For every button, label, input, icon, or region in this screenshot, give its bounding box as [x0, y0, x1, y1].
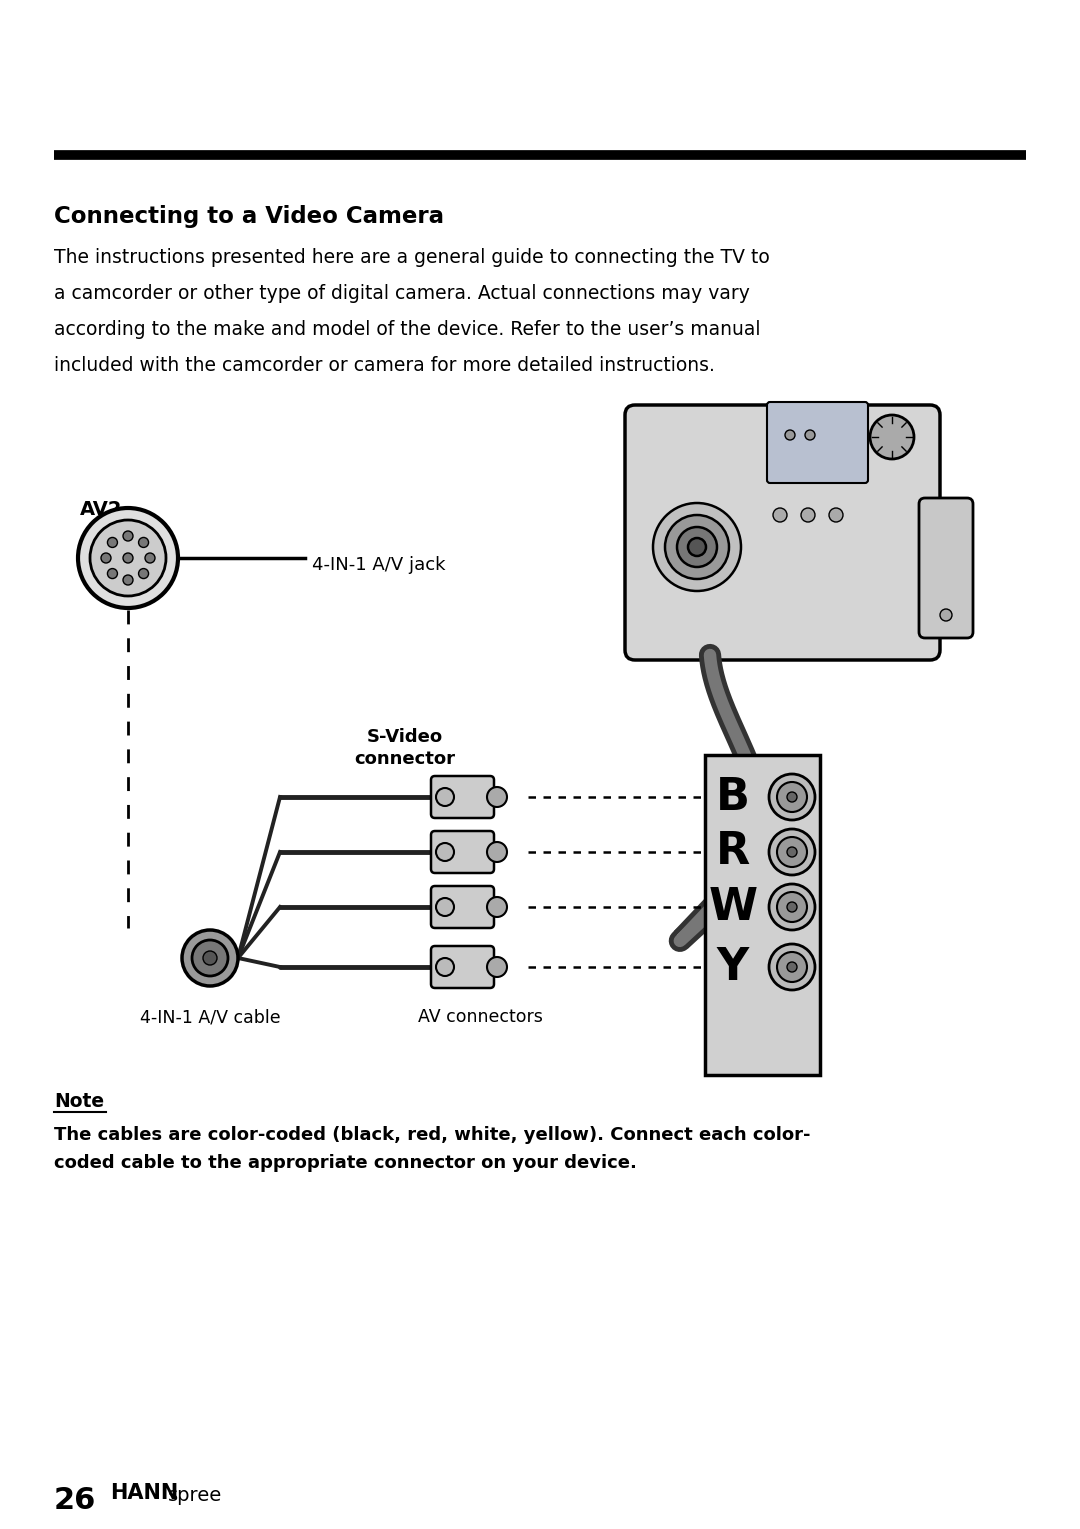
Text: AV2: AV2: [80, 500, 122, 518]
Text: Note: Note: [54, 1092, 104, 1112]
Text: S-Video: S-Video: [367, 728, 443, 746]
Circle shape: [688, 538, 706, 557]
Text: spree: spree: [168, 1486, 222, 1505]
Circle shape: [436, 959, 454, 976]
Circle shape: [145, 553, 156, 563]
Circle shape: [123, 553, 133, 563]
FancyBboxPatch shape: [919, 498, 973, 638]
Circle shape: [769, 774, 815, 820]
Circle shape: [785, 430, 795, 440]
Circle shape: [787, 847, 797, 856]
Text: Y: Y: [717, 945, 750, 989]
Circle shape: [769, 884, 815, 930]
Circle shape: [940, 609, 951, 621]
Text: R: R: [716, 830, 751, 873]
Circle shape: [487, 787, 507, 807]
FancyBboxPatch shape: [625, 405, 940, 661]
Circle shape: [777, 781, 807, 812]
Circle shape: [203, 951, 217, 965]
Circle shape: [138, 569, 149, 578]
Text: 4-IN-1 A/V cable: 4-IN-1 A/V cable: [139, 1008, 281, 1026]
FancyBboxPatch shape: [767, 402, 868, 483]
Circle shape: [192, 940, 228, 976]
Circle shape: [777, 953, 807, 982]
Text: connector: connector: [354, 751, 456, 768]
Text: W: W: [708, 885, 757, 928]
Circle shape: [487, 898, 507, 917]
Text: The instructions presented here are a general guide to connecting the TV to: The instructions presented here are a ge…: [54, 248, 770, 268]
Circle shape: [102, 553, 111, 563]
Circle shape: [777, 891, 807, 922]
Text: 26: 26: [54, 1486, 96, 1515]
Circle shape: [829, 508, 843, 521]
FancyBboxPatch shape: [431, 777, 494, 818]
Circle shape: [107, 569, 118, 578]
Circle shape: [138, 538, 149, 547]
Text: 4-IN-1 A/V jack: 4-IN-1 A/V jack: [312, 557, 446, 573]
Circle shape: [801, 508, 815, 521]
Text: included with the camcorder or camera for more detailed instructions.: included with the camcorder or camera fo…: [54, 356, 715, 375]
Text: Connecting to a Video Camera: Connecting to a Video Camera: [54, 205, 444, 228]
Circle shape: [123, 575, 133, 586]
Text: The cables are color-coded (black, red, white, yellow). Connect each color-: The cables are color-coded (black, red, …: [54, 1125, 810, 1144]
Circle shape: [653, 503, 741, 592]
Text: B: B: [716, 775, 750, 818]
Circle shape: [769, 829, 815, 875]
Circle shape: [183, 930, 238, 986]
Circle shape: [436, 898, 454, 916]
Bar: [705, 755, 820, 1075]
Circle shape: [665, 515, 729, 579]
Circle shape: [769, 943, 815, 989]
Circle shape: [787, 902, 797, 911]
Circle shape: [487, 957, 507, 977]
Circle shape: [870, 414, 914, 459]
FancyBboxPatch shape: [431, 946, 494, 988]
Circle shape: [90, 520, 166, 596]
Circle shape: [436, 787, 454, 806]
Text: HANN: HANN: [110, 1483, 178, 1503]
Circle shape: [677, 528, 717, 567]
Text: according to the make and model of the device. Refer to the user’s manual: according to the make and model of the d…: [54, 320, 760, 339]
Circle shape: [107, 538, 118, 547]
Text: coded cable to the appropriate connector on your device.: coded cable to the appropriate connector…: [54, 1154, 637, 1173]
Text: AV connectors: AV connectors: [418, 1008, 542, 1026]
Circle shape: [487, 842, 507, 862]
Circle shape: [436, 842, 454, 861]
Circle shape: [123, 531, 133, 541]
FancyBboxPatch shape: [431, 830, 494, 873]
Text: a camcorder or other type of digital camera. Actual connections may vary: a camcorder or other type of digital cam…: [54, 284, 750, 303]
Circle shape: [805, 430, 815, 440]
Circle shape: [787, 792, 797, 803]
Circle shape: [787, 962, 797, 972]
FancyBboxPatch shape: [431, 885, 494, 928]
Circle shape: [777, 836, 807, 867]
Circle shape: [773, 508, 787, 521]
Circle shape: [78, 508, 178, 609]
